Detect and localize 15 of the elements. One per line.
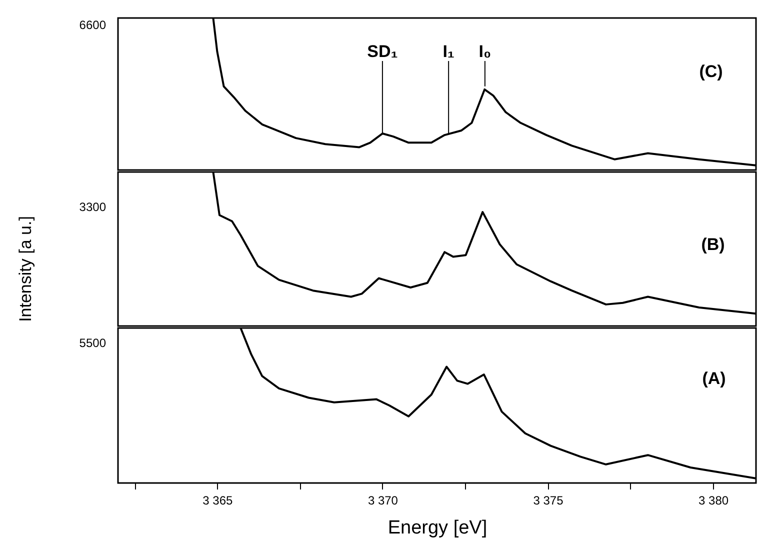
annotation: (A) [702, 369, 726, 388]
annotation: I₁ [442, 42, 454, 61]
x-tick-label: 3 370 [368, 494, 398, 508]
text: 6600 [79, 18, 106, 32]
x-tick-label: 3 365 [202, 494, 234, 508]
annotation: I₀ [478, 42, 492, 61]
annotation: SD₁ [367, 42, 398, 61]
y-axis-title: Intensity [a u.] [16, 216, 35, 322]
text: 3300 [79, 200, 106, 214]
annotation: (C) [699, 62, 723, 81]
x-axis-title: Energy [eV] [388, 518, 488, 538]
x-tick-label: 3 375 [533, 494, 564, 508]
text: 5500 [79, 336, 106, 350]
annotation: (B) [701, 235, 725, 254]
x-tick-label: 3 380 [698, 494, 729, 508]
